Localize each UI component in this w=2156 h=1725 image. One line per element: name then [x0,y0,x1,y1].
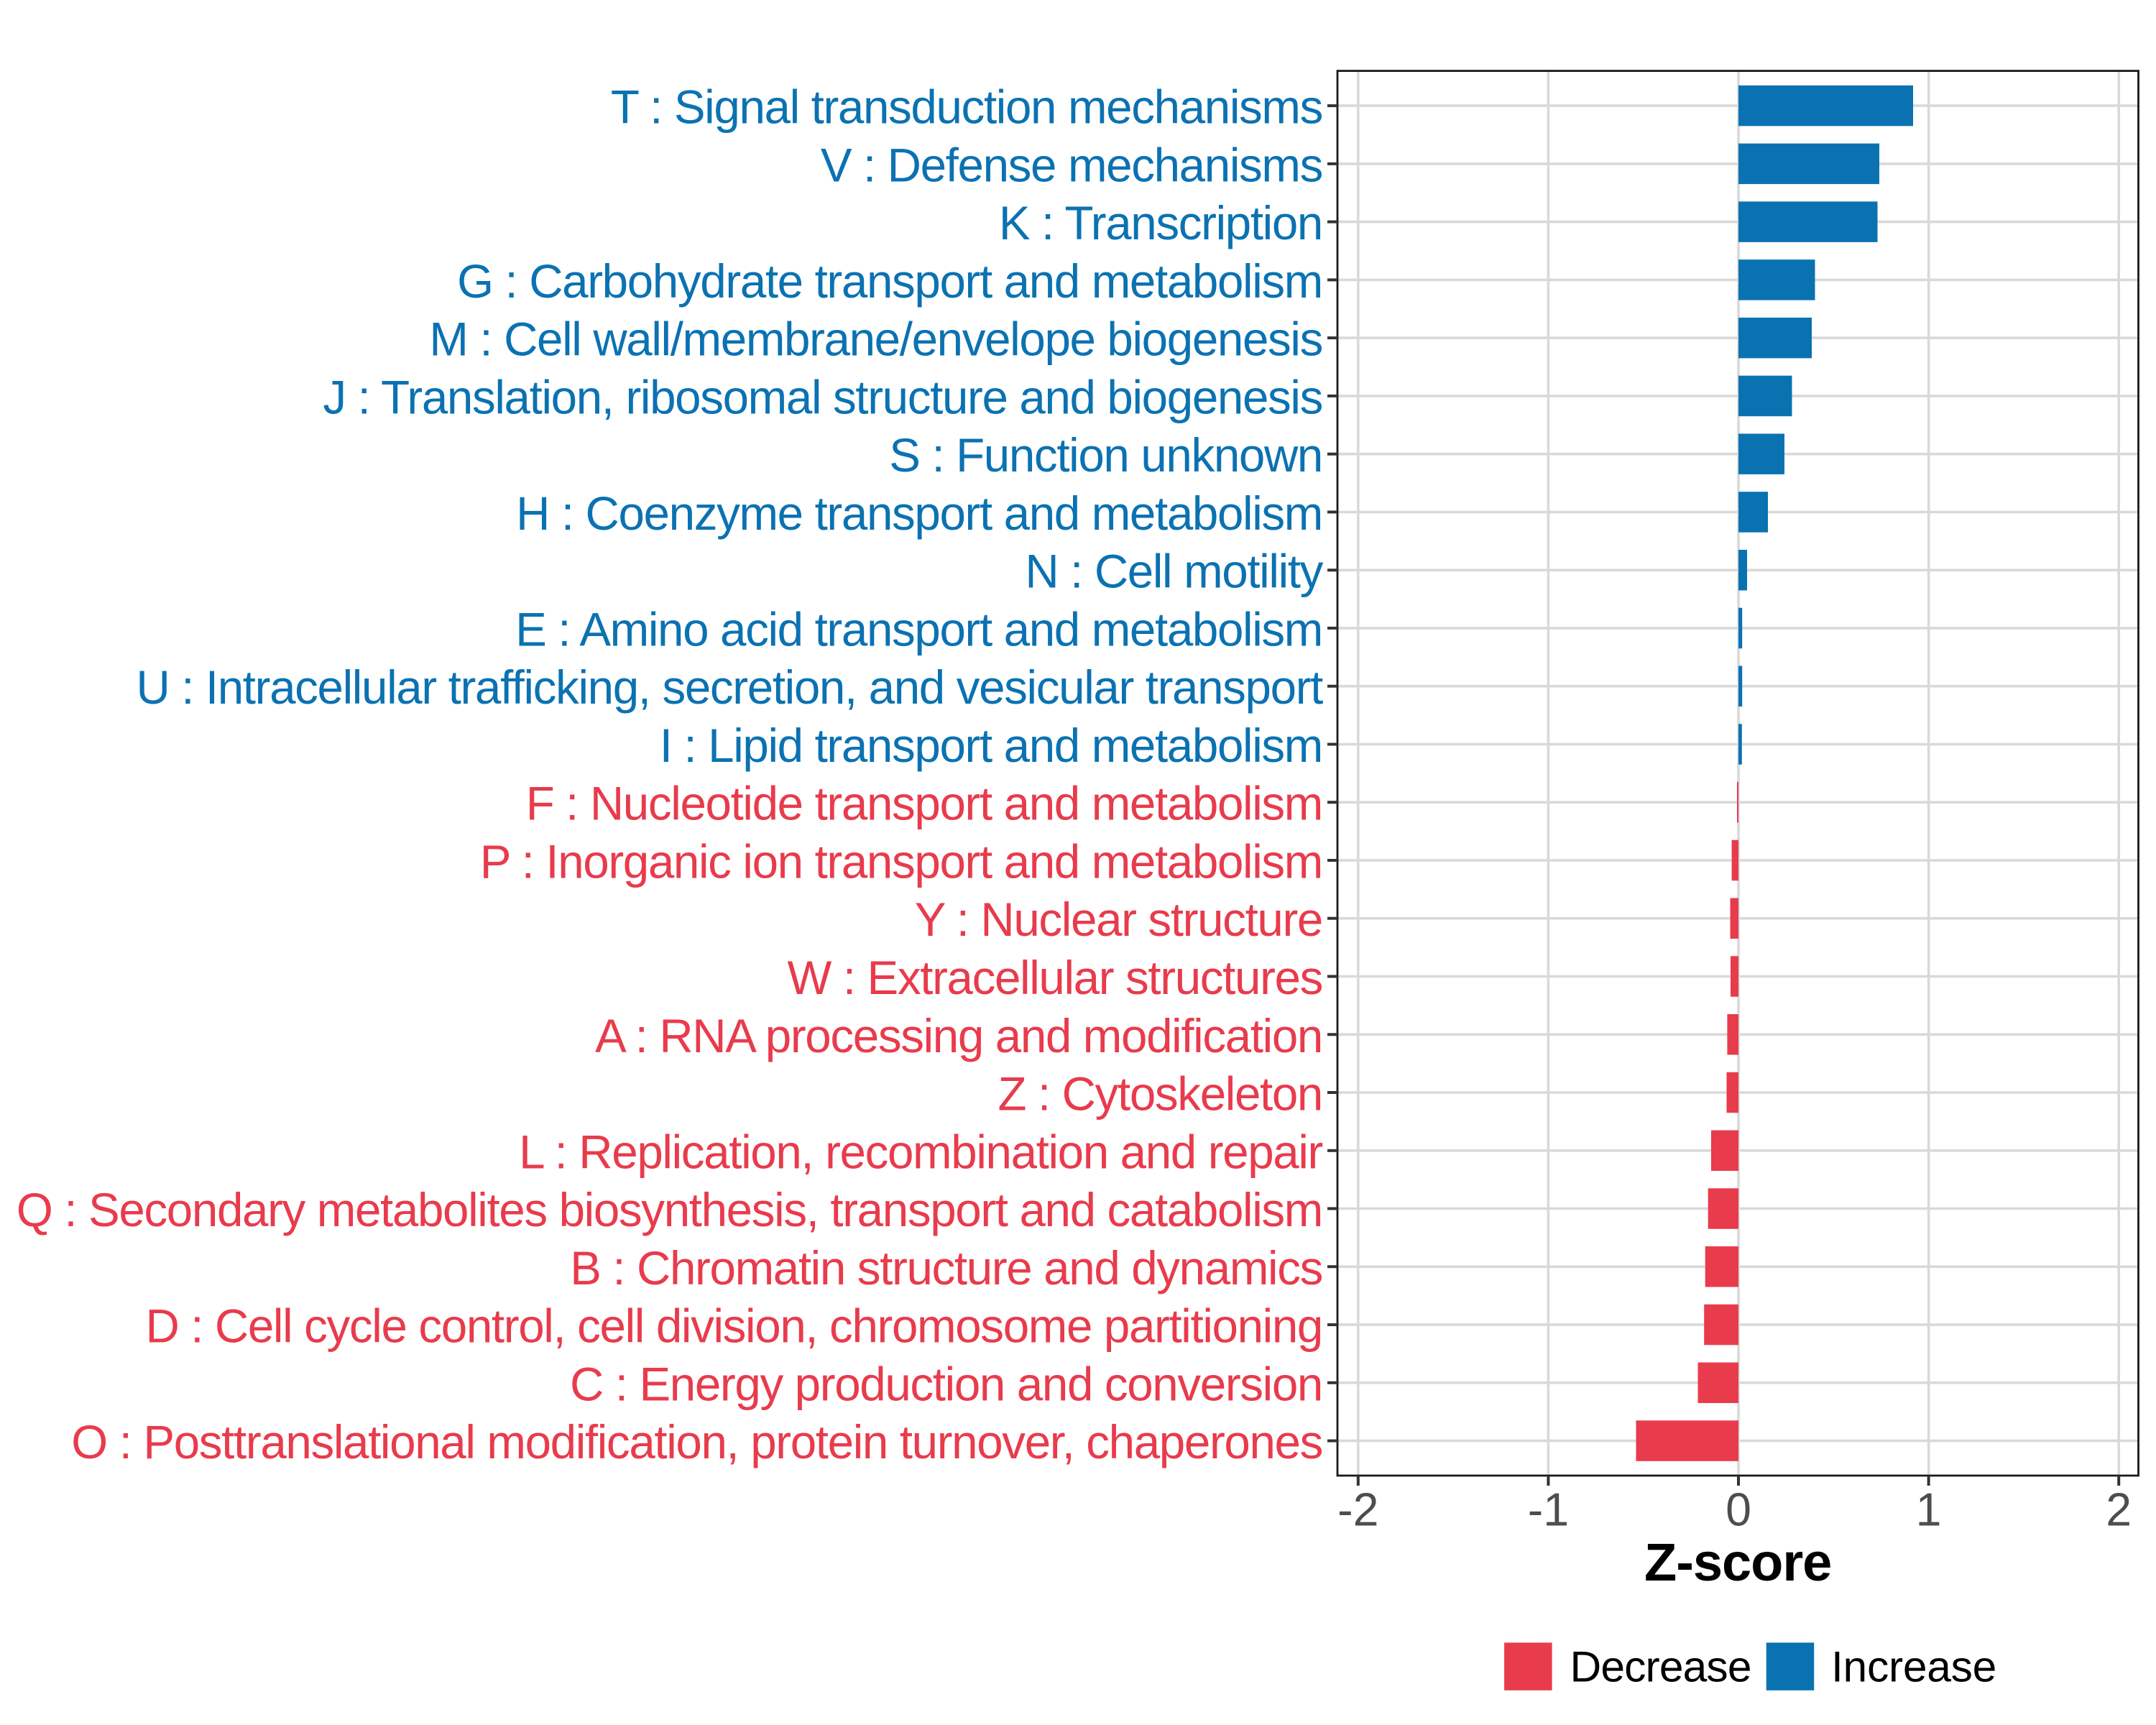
svg-text:0: 0 [1726,1484,1751,1536]
svg-text:M : Cell wall/membrane/envelop: M : Cell wall/membrane/envelope biogenes… [429,313,1322,366]
svg-text:K : Transcription: K : Transcription [999,197,1322,249]
svg-text:Z-score: Z-score [1644,1532,1831,1592]
svg-text:A : RNA processing and modific: A : RNA processing and modification [595,1010,1322,1062]
svg-text:L : Replication, recombination: L : Replication, recombination and repai… [519,1126,1322,1178]
svg-text:G : Carbohydrate transport and: G : Carbohydrate transport and metabolis… [457,255,1322,308]
svg-text:D : Cell cycle control, cell d: D : Cell cycle control, cell division, c… [145,1300,1322,1353]
svg-text:E : Amino acid transport and m: E : Amino acid transport and metabolism [515,603,1322,656]
svg-text:-2: -2 [1337,1484,1378,1536]
svg-text:O : Posttranslational modifica: O : Posttranslational modification, prot… [71,1416,1322,1468]
svg-text:S : Function unknown: S : Function unknown [889,429,1322,482]
svg-text:Q : Secondary metabolites bios: Q : Secondary metabolites biosynthesis, … [17,1184,1322,1236]
svg-text:I : Lipid transport and metabo: I : Lipid transport and metabolism [660,719,1322,772]
svg-text:V : Defense mechanisms: V : Defense mechanisms [821,139,1322,191]
svg-text:Y : Nuclear structure: Y : Nuclear structure [915,893,1322,946]
svg-text:P : Inorganic ion transport an: P : Inorganic ion transport and metaboli… [480,836,1322,888]
svg-text:U : Intracellular trafficking,: U : Intracellular trafficking, secretion… [136,661,1323,714]
svg-text:W : Extracellular structures: W : Extracellular structures [788,952,1322,1004]
svg-text:T : Signal transduction mechan: T : Signal transduction mechanisms [611,81,1322,134]
svg-text:Z : Cytoskeleton: Z : Cytoskeleton [998,1068,1322,1121]
svg-text:B : Chromatin structure and dy: B : Chromatin structure and dynamics [570,1242,1322,1294]
svg-text:C : Energy production and conv: C : Energy production and conversion [570,1358,1322,1410]
svg-text:Decrease: Decrease [1570,1642,1751,1691]
svg-text:Increase: Increase [1831,1642,1996,1691]
svg-text:H : Coenzyme transport and met: H : Coenzyme transport and metabolism [516,487,1322,540]
svg-text:F : Nucleotide transport and m: F : Nucleotide transport and metabolism [526,778,1322,830]
svg-text:2: 2 [2106,1484,2132,1536]
svg-text:1: 1 [1916,1484,1942,1536]
svg-text:J : Translation, ribosomal str: J : Translation, ribosomal structure and… [323,371,1322,423]
svg-text:N : Cell motility: N : Cell motility [1025,546,1323,598]
svg-text:-1: -1 [1528,1484,1569,1536]
